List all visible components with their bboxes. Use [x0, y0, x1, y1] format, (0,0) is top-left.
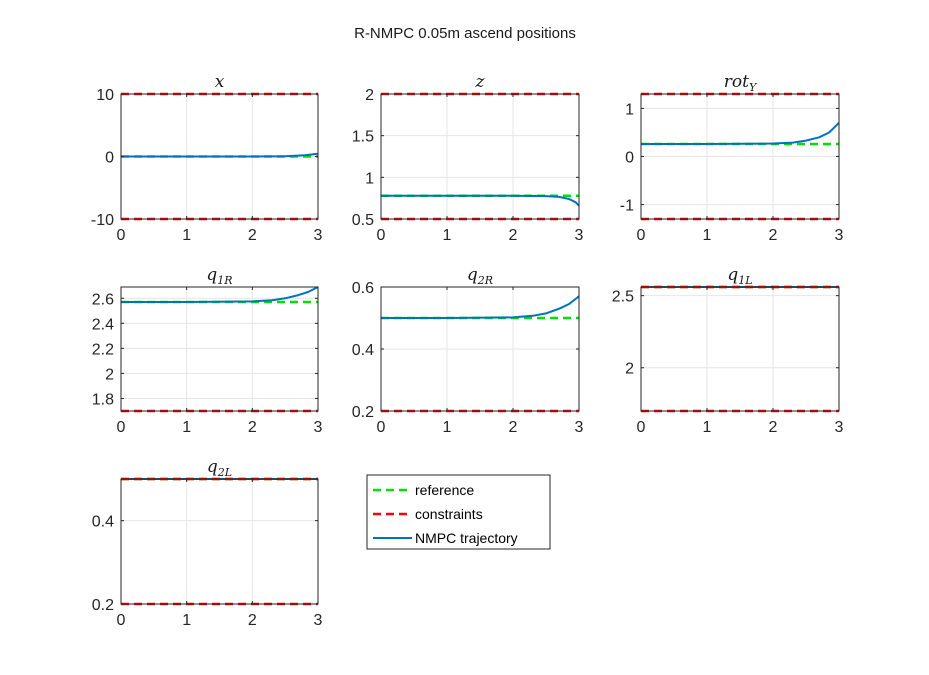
y-tick-label: 0.6: [352, 280, 374, 297]
plot-area: [121, 287, 318, 411]
y-tick-label: 0.2: [92, 597, 114, 614]
figure-title: R-NMPC 0.05m ascend positions: [354, 25, 576, 42]
axes-box: [120, 286, 319, 412]
subplot-title-subscript: 1L: [738, 274, 752, 287]
x-tick-label: 2: [509, 419, 518, 436]
trajectory-line: [381, 194, 580, 207]
x-tick-label: 3: [575, 419, 584, 436]
axes-box: [120, 478, 319, 605]
x-tick-label: 2: [248, 227, 257, 244]
x-tick-label: 2: [769, 227, 778, 244]
y-tick-label: 2.2: [92, 341, 114, 358]
y-tick-label: 0: [625, 150, 634, 167]
subplot-title: q2L: [207, 457, 232, 479]
subplot-title-subscript: Y: [749, 81, 758, 94]
trajectory-line: [641, 122, 840, 145]
y-tick-label: 1: [625, 101, 634, 118]
y-tick-label: 0: [105, 150, 114, 167]
subplot-title: q2R: [467, 265, 493, 287]
subplot-title-main: q: [207, 457, 218, 477]
x-tick-label: 3: [575, 227, 584, 244]
x-tick-label: 0: [637, 227, 646, 244]
x-tick-label: 0: [637, 419, 646, 436]
x-tick-label: 3: [314, 419, 323, 436]
x-tick-label: 2: [248, 419, 257, 436]
y-tick-label: 2.6: [92, 291, 114, 308]
x-tick-label: 0: [117, 227, 126, 244]
plot-area: [381, 94, 579, 219]
axes-box: [380, 93, 580, 220]
subplot-title: q1L: [727, 265, 752, 287]
y-tick-label: 0.4: [92, 514, 114, 531]
subplot-title: q1R: [206, 265, 232, 287]
subplot-title-main: q: [467, 265, 478, 285]
x-tick-label: 1: [443, 419, 452, 436]
subplot-title-main: q: [206, 265, 217, 285]
subplot-title: z: [475, 72, 486, 92]
y-tick-label: 10: [96, 87, 114, 104]
subplot-title-subscript: 2R: [477, 274, 493, 287]
subplot-title-main: q: [727, 265, 738, 285]
x-tick-label: 1: [182, 419, 191, 436]
x-tick-label: 1: [703, 227, 712, 244]
y-tick-label: 0.4: [352, 342, 374, 359]
legend-box: [366, 474, 551, 550]
plot-area: [641, 287, 839, 411]
plot-area: [121, 479, 318, 604]
subplot-title-subscript: 2L: [217, 466, 232, 479]
y-tick-label: 2: [105, 366, 114, 383]
axes-box: [640, 286, 840, 412]
y-tick-label: 2.4: [92, 316, 114, 333]
y-tick-label: 2: [365, 87, 374, 104]
legend-label-constraints: constraints: [415, 506, 483, 522]
trajectory-line: [381, 295, 580, 319]
trajectory-line: [121, 152, 319, 158]
y-tick-label: 2.5: [612, 289, 634, 306]
x-tick-label: 0: [377, 419, 386, 436]
y-tick-label: 0.2: [352, 404, 374, 421]
subplot-title-main: rot: [724, 72, 749, 92]
x-tick-label: 3: [314, 612, 323, 629]
x-tick-label: 0: [377, 227, 386, 244]
x-tick-label: 1: [703, 419, 712, 436]
legend: reference constraints NMPC trajectory: [366, 474, 551, 550]
subplot-2: 0 1 2 3 0.5 1 1.5 2 z: [352, 72, 584, 244]
y-tick-label: 1.8: [92, 391, 114, 408]
x-tick-label: 2: [509, 227, 518, 244]
x-tick-label: 1: [182, 612, 191, 629]
x-tick-label: 1: [182, 227, 191, 244]
x-tick-label: 3: [835, 419, 844, 436]
y-tick-label: 0.5: [352, 212, 374, 229]
x-tick-label: 0: [117, 419, 126, 436]
x-tick-label: 3: [835, 227, 844, 244]
legend-label-reference: reference: [415, 482, 474, 498]
subplot-title-subscript: 1R: [217, 274, 232, 287]
y-tick-label: 1.5: [352, 129, 374, 146]
subplot-6: 0 1 2 3 2 2.5 q1L: [612, 265, 844, 436]
legend-label-trajectory: NMPC trajectory: [415, 530, 518, 546]
x-tick-label: 1: [443, 227, 452, 244]
x-tick-label: 2: [769, 419, 778, 436]
subplot-5: 0 1 2 3 0.2 0.4 0.6 q2R: [352, 265, 584, 436]
subplot-title-main: x: [215, 72, 225, 92]
subplot-title: rotY: [724, 72, 758, 94]
subplot-title: x: [215, 72, 225, 92]
trajectory-line: [121, 286, 319, 303]
y-tick-label: -1: [620, 198, 634, 215]
x-tick-label: 3: [314, 227, 323, 244]
x-tick-label: 2: [248, 612, 257, 629]
subplot-7: 0 1 2 3 0.2 0.4 q2L: [92, 457, 323, 629]
x-tick-label: 0: [117, 612, 126, 629]
subplot-title-main: z: [475, 72, 486, 92]
y-tick-label: -10: [91, 212, 114, 229]
y-tick-label: 2: [625, 361, 634, 378]
subplot-4: 0 1 2 3 1.8 2 2.2 2.4 2.6 q1R: [92, 265, 323, 436]
y-tick-label: 1: [365, 170, 374, 187]
